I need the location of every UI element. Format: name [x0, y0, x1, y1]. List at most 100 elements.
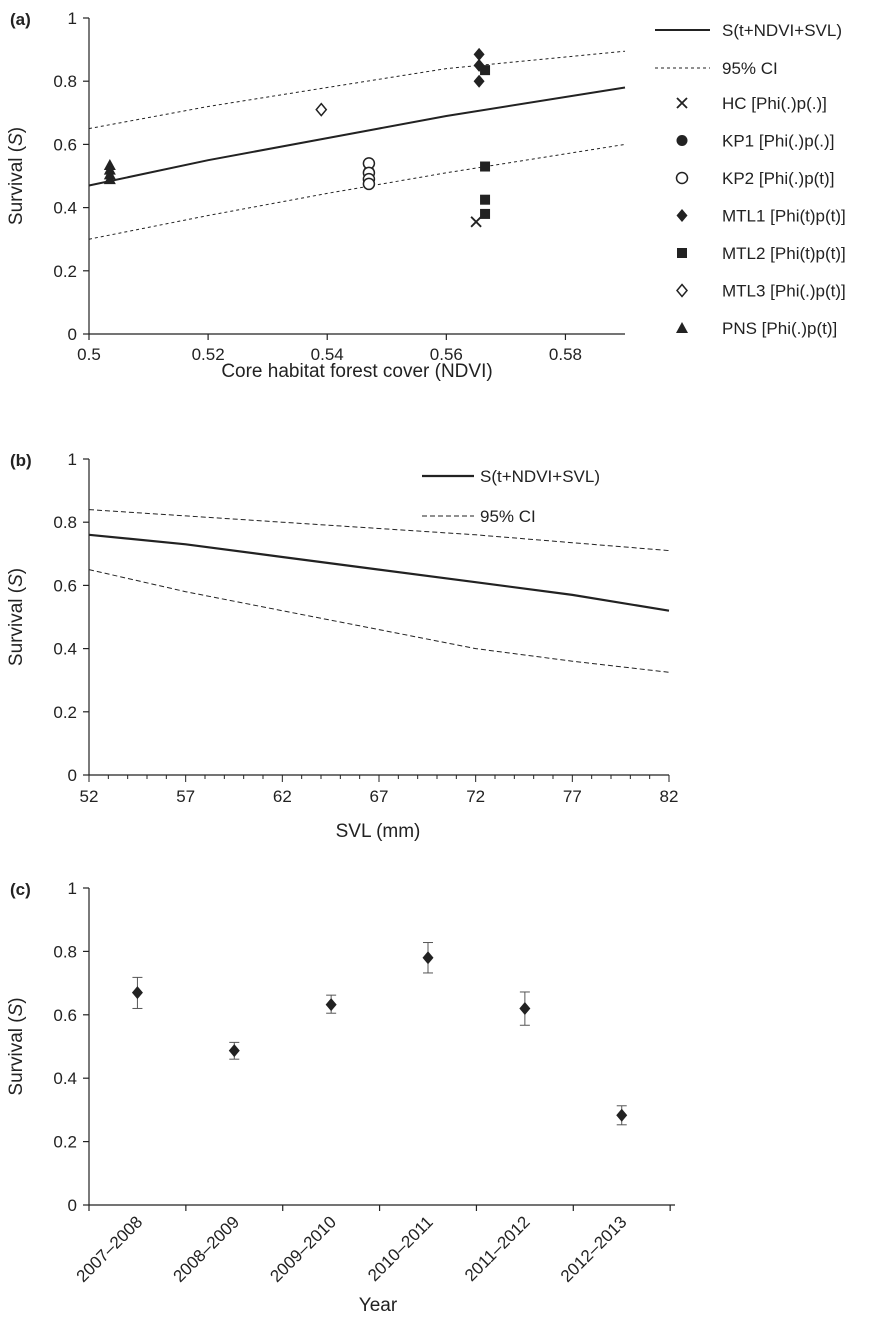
y-tick-label: 0.2: [53, 703, 77, 722]
y-tick-label: 0.6: [53, 1006, 77, 1025]
legend-marker: [676, 97, 688, 109]
ci-line: [88, 569, 670, 673]
data-point: [480, 208, 491, 219]
panel-a-legend: S(t+NDVI+SVL) 95% CI HC [Phi(.)p(.)] KP1 [P…: [655, 21, 846, 338]
x-tick-label: 2009–2010: [266, 1212, 340, 1286]
y-tick-label: 0: [68, 325, 77, 344]
panel-b-label: (b): [10, 451, 32, 470]
fit-line: [88, 533, 670, 612]
legend-label: MTL3 [Phi(.)p(t)]: [722, 282, 846, 301]
y-axis-label-text: Survival (: [6, 586, 27, 666]
y-axis-label: Survival (S): [6, 127, 27, 225]
y-tick-label: 0.6: [53, 135, 77, 154]
ci-line: [88, 50, 626, 130]
data-point: [480, 161, 491, 172]
legend-label: KP2 [Phi(.)p(t)]: [722, 169, 834, 188]
y-axis-label-text: Survival (: [6, 145, 27, 225]
y-axis-label: Survival (S): [6, 997, 27, 1095]
data-point: [480, 65, 491, 76]
y-tick-label: 0: [68, 766, 77, 785]
x-tick-label: 0.5: [77, 345, 101, 364]
x-tick-label: 82: [660, 787, 679, 806]
legend-label: MTL1 [Phi(t)p(t)]: [722, 207, 846, 226]
panel-c: (c) Survival (S) Year 0 0.2 0.4 0.6 0.8 1 2007…: [6, 879, 675, 1316]
y-axis-label-close: ): [6, 997, 27, 1003]
legend-label: HC [Phi(.)p(.)]: [722, 94, 827, 113]
legend-label: 95% CI: [480, 507, 536, 526]
y-tick-label: 0.2: [53, 1133, 77, 1152]
x-tick-label: 57: [176, 787, 195, 806]
data-point: [422, 951, 434, 965]
x-tick-label: 2012–2013: [557, 1212, 631, 1286]
data-point: [519, 1001, 531, 1015]
panel-b-axes: 0 0.2 0.4 0.6 0.8 1 52 57 62 67 72 77 82: [53, 450, 678, 806]
legend-label: S(t+NDVI+SVL): [722, 21, 842, 40]
panel-b-ylabel: Survival (S): [6, 568, 27, 666]
y-axis-label-symbol: S: [6, 574, 27, 587]
legend-marker: [677, 248, 687, 258]
legend-marker: [676, 209, 688, 222]
data-point: [473, 74, 485, 88]
data-point: [228, 1044, 240, 1058]
y-axis-label-text: Survival (: [6, 1016, 27, 1096]
legend-label: 95% CI: [722, 59, 778, 78]
x-tick-label: 0.56: [430, 345, 463, 364]
panel-b: (b) Survival (S) SVL (mm) 0 0.2 0.4 0.6 0.8 1…: [6, 450, 678, 842]
x-tick-label: 2008–2009: [170, 1212, 244, 1286]
fit-line: [88, 86, 626, 187]
data-point: [480, 194, 491, 205]
x-tick-label: 2011–2012: [461, 1212, 534, 1285]
legend-marker: [675, 171, 689, 185]
x-tick-label: 67: [370, 787, 389, 806]
data-point: [315, 102, 328, 117]
x-tick-label: 2010–2011: [364, 1212, 437, 1285]
y-tick-label: 1: [68, 879, 77, 898]
data-point: [616, 1108, 628, 1122]
x-tick-label: 62: [273, 787, 292, 806]
legend-marker: [676, 283, 688, 298]
panel-b-legend: S(t+NDVI+SVL) 95% CI: [422, 467, 600, 526]
legend-label: MTL2 [Phi(t)p(t)]: [722, 244, 846, 263]
x-tick-label: 0.52: [192, 345, 225, 364]
legend-marker: [676, 322, 688, 333]
panel-c-xlabel: Year: [359, 1295, 398, 1316]
panel-a: (a) Survival (S) Core habitat forest cov…: [6, 9, 846, 382]
y-axis-label-symbol: S: [6, 133, 27, 146]
panel-a-axes: 0 0.2 0.4 0.6 0.8 1 0.5 0.52 0.54 0.56 0.58: [53, 9, 625, 364]
y-axis-label-close: ): [6, 127, 27, 133]
panel-a-lines: [88, 50, 626, 240]
panel-c-label: (c): [10, 880, 31, 899]
x-tick-label: 0.58: [549, 345, 582, 364]
x-tick-label: 52: [80, 787, 99, 806]
y-tick-label: 0.2: [53, 262, 77, 281]
data-point: [103, 173, 116, 185]
data-point: [473, 47, 485, 61]
x-tick-label: 2007–2008: [73, 1212, 147, 1286]
legend-label: S(t+NDVI+SVL): [480, 467, 600, 486]
legend-marker: [676, 135, 688, 146]
panel-a-marks: [103, 47, 491, 228]
panel-a-ylabel: Survival (S): [6, 127, 27, 225]
ci-line: [88, 509, 670, 552]
y-tick-label: 1: [68, 450, 77, 469]
y-tick-label: 0.4: [53, 199, 77, 218]
y-tick-label: 0.6: [53, 576, 77, 595]
x-tick-label: 72: [466, 787, 485, 806]
data-point: [470, 216, 482, 228]
panel-b-xlabel: SVL (mm): [336, 821, 421, 842]
data-point: [325, 998, 337, 1012]
y-tick-label: 0.4: [53, 1069, 77, 1088]
legend-label: KP1 [Phi(.)p(.)]: [722, 132, 834, 151]
y-axis-label-close: ): [6, 568, 27, 574]
y-tick-label: 0.8: [53, 942, 77, 961]
y-tick-label: 1: [68, 9, 77, 28]
y-tick-label: 0.4: [53, 640, 77, 659]
panel-b-lines: [88, 509, 670, 673]
panel-a-label: (a): [10, 10, 31, 29]
y-axis-label: Survival (S): [6, 568, 27, 666]
y-tick-label: 0: [68, 1196, 77, 1215]
y-axis-label-symbol: S: [6, 1003, 27, 1016]
data-point: [362, 177, 376, 191]
panel-c-axes: 0 0.2 0.4 0.6 0.8 1 2007–2008 2008–2009 2009–201…: [53, 879, 675, 1286]
